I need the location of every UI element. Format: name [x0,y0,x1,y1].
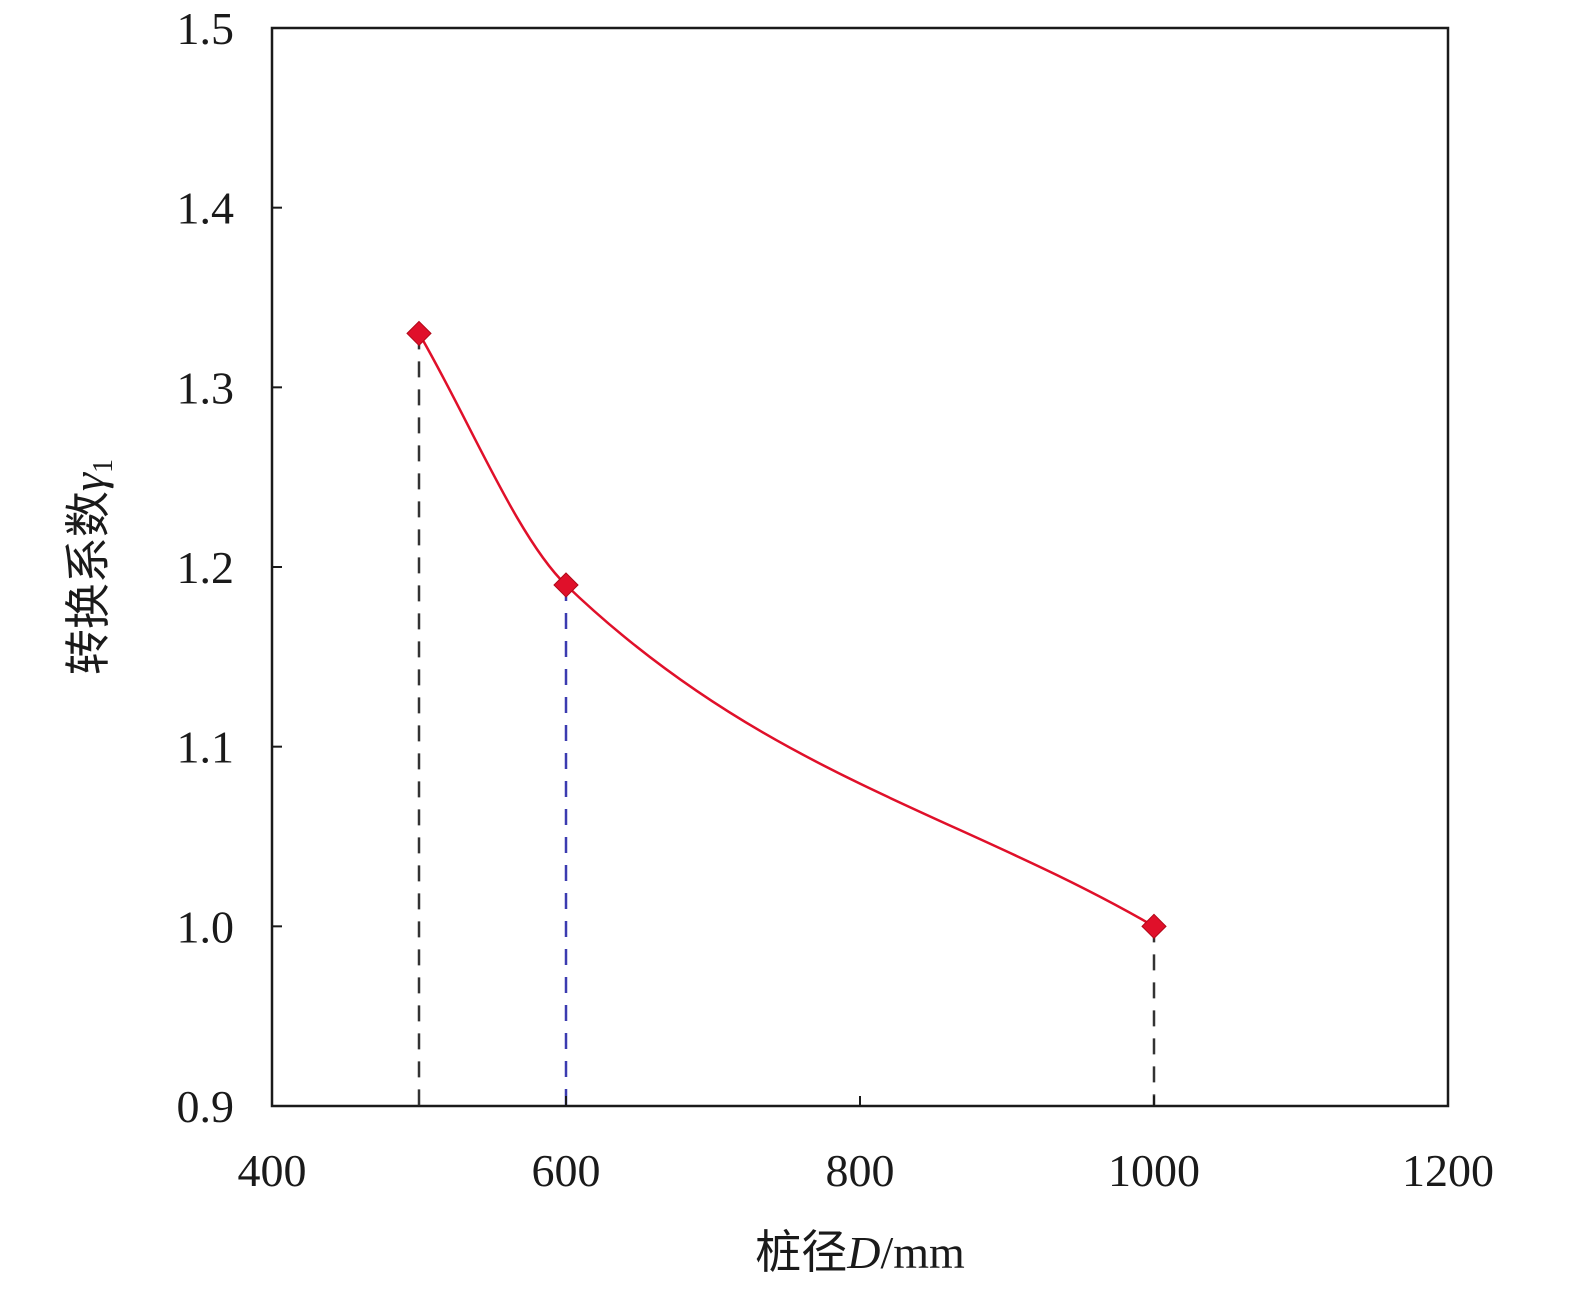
x-axis-title: 桩径D/mm [755,1227,965,1278]
y-tick-label: 0.9 [177,1081,235,1132]
plot-frame [270,26,1450,1108]
y-axis-title-sub: 1 [88,459,119,473]
y-axis-title: 转换系数γ1 [63,459,119,675]
data-point [1141,913,1167,940]
series-line [417,332,1155,928]
y-axis-title-prefix: 转换系数 [63,491,114,675]
x-axis-title-var: D [846,1227,880,1278]
x-axis-title-suffix: /mm [880,1227,965,1278]
data-point [406,320,432,347]
x-tick-label: 1000 [1108,1145,1200,1196]
y-tick-label: 1.3 [177,362,235,413]
y-axis-title-var: γ [63,471,114,491]
y-tick-label: 1.2 [177,542,235,593]
y-tick-label: 1.0 [177,901,235,952]
x-tick-label: 600 [532,1145,601,1196]
data-point [553,572,579,598]
x-tick-label: 800 [826,1145,895,1196]
y-tick-label: 1.1 [177,722,235,773]
x-tick-label: 1200 [1402,1145,1494,1196]
x-axis-title-prefix: 桩径 [755,1227,847,1278]
x-tick-label: 400 [238,1145,307,1196]
y-tick-label: 1.5 [177,3,235,54]
y-tick-label: 1.4 [177,183,235,234]
